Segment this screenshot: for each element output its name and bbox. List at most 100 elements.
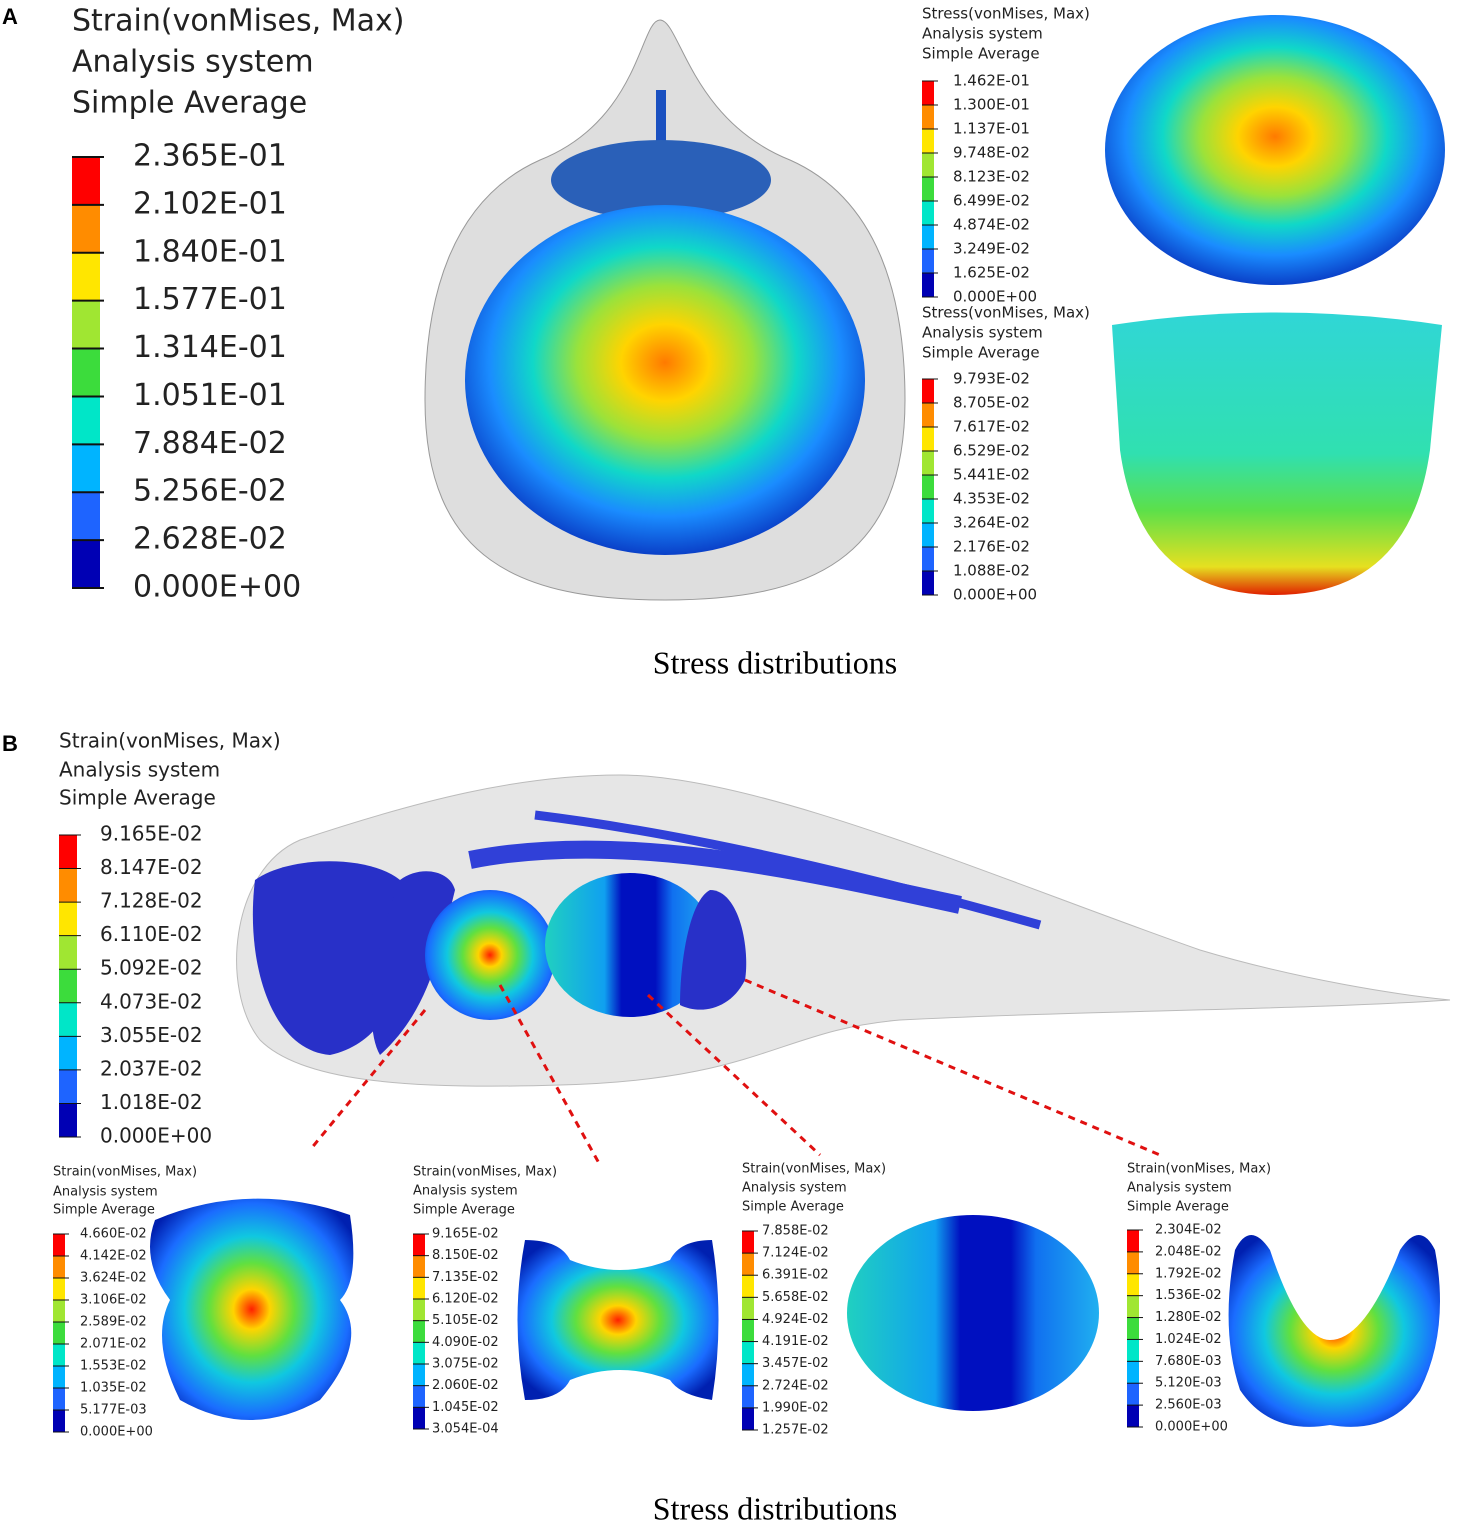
color-band xyxy=(742,1297,754,1320)
legend-label: 5.120E-03 xyxy=(1155,1376,1222,1391)
legend-label: 6.120E-02 xyxy=(432,1292,499,1307)
legend-title: Analysis system xyxy=(59,758,220,782)
color-band xyxy=(922,571,934,596)
legend-label: 7.135E-02 xyxy=(432,1270,499,1285)
color-band xyxy=(72,540,100,589)
color-band xyxy=(1127,1405,1139,1428)
color-band xyxy=(1127,1361,1139,1384)
legend-label: 0.000E+00 xyxy=(100,1124,212,1148)
color-band xyxy=(53,1388,65,1411)
legend-label: 4.191E-02 xyxy=(762,1334,829,1349)
legend-label: 2.628E-02 xyxy=(133,522,287,557)
legend-label: 0.000E+00 xyxy=(1155,1420,1228,1435)
legend-title: Analysis system xyxy=(922,324,1043,342)
legend-label: 6.499E-02 xyxy=(953,192,1030,210)
organ xyxy=(371,871,455,1055)
color-band xyxy=(742,1275,754,1298)
color-band xyxy=(72,492,100,541)
color-band xyxy=(1127,1295,1139,1319)
color-band xyxy=(413,1407,425,1430)
legend-title: Analysis system xyxy=(72,45,314,80)
color-band xyxy=(59,935,77,970)
legend-label: 3.106E-02 xyxy=(80,1293,147,1308)
color-band xyxy=(742,1385,754,1409)
legend-label: 4.090E-02 xyxy=(432,1335,499,1350)
color-band xyxy=(53,1366,65,1389)
color-band xyxy=(922,273,934,298)
color-band xyxy=(413,1299,425,1322)
color-band xyxy=(59,1069,77,1104)
legend-label: 1.035E-02 xyxy=(80,1381,147,1396)
color-band xyxy=(53,1234,65,1257)
legend-label: 8.705E-02 xyxy=(953,394,1030,412)
panel-b: B Stress distributions xyxy=(2,731,1451,1525)
color-band xyxy=(1127,1317,1139,1340)
color-band xyxy=(59,1103,77,1138)
legend-title: Strain(vonMises, Max) xyxy=(59,729,281,753)
legend-label: 1.257E-02 xyxy=(762,1423,829,1438)
legend-title: Analysis system xyxy=(742,1181,847,1196)
color-band xyxy=(922,427,934,452)
color-band xyxy=(53,1322,65,1345)
cap xyxy=(551,140,771,220)
legend-label: 3.264E-02 xyxy=(953,514,1030,532)
legend-label: 1.300E-01 xyxy=(953,96,1030,114)
legend-label: 8.123E-02 xyxy=(953,168,1030,186)
legend-label: 7.680E-03 xyxy=(1155,1354,1222,1369)
legend-label: 1.536E-02 xyxy=(1155,1288,1222,1303)
legend-title: Strain(vonMises, Max) xyxy=(413,1165,557,1180)
color-band xyxy=(922,475,934,500)
color-band xyxy=(1127,1339,1139,1362)
legend-title: Strain(vonMises, Max) xyxy=(53,1165,197,1180)
color-band xyxy=(72,348,100,397)
legend-label: 5.441E-02 xyxy=(953,466,1030,484)
color-band xyxy=(1127,1230,1139,1253)
organ xyxy=(680,890,747,1010)
color-band xyxy=(922,379,934,404)
organ xyxy=(545,873,715,1017)
color-band xyxy=(72,444,100,493)
legend-label: 3.624E-02 xyxy=(80,1271,147,1286)
heatmap xyxy=(1112,312,1442,595)
legend-label: 5.256E-02 xyxy=(133,474,287,509)
color-band xyxy=(922,523,934,548)
legend-label: 1.625E-02 xyxy=(953,264,1030,282)
legend-label: 1.051E-01 xyxy=(133,378,287,413)
legend-label: 2.176E-02 xyxy=(953,538,1030,556)
color-band xyxy=(413,1277,425,1300)
legend-label: 1.137E-01 xyxy=(953,120,1030,138)
legend-label: 7.884E-02 xyxy=(133,426,287,461)
legend-label: 1.088E-02 xyxy=(953,562,1030,580)
heatmap xyxy=(517,1240,719,1400)
legend-title: Simple Average xyxy=(922,344,1040,362)
color-band xyxy=(413,1385,425,1408)
color-band xyxy=(922,81,934,106)
color-band xyxy=(59,902,77,937)
legend-label: 4.353E-02 xyxy=(953,490,1030,508)
legend-label: 5.658E-02 xyxy=(762,1290,829,1305)
legend-label: 1.462E-01 xyxy=(953,72,1030,90)
color-band xyxy=(922,403,934,428)
legend-label: 3.249E-02 xyxy=(953,240,1030,258)
legend-title: Simple Average xyxy=(742,1200,844,1215)
legend-label: 2.071E-02 xyxy=(80,1337,147,1352)
legend-label: 0.000E+00 xyxy=(133,570,301,605)
color-band xyxy=(59,868,77,903)
color-band xyxy=(922,451,934,476)
color-band xyxy=(922,201,934,226)
color-band xyxy=(922,105,934,130)
color-band xyxy=(72,396,100,445)
color-band xyxy=(59,969,77,1004)
legend-title: Simple Average xyxy=(922,45,1040,63)
legend-label: 7.858E-02 xyxy=(762,1224,829,1239)
color-band xyxy=(1127,1251,1139,1275)
legend-label: 8.147E-02 xyxy=(100,855,203,879)
legend-title: Simple Average xyxy=(72,86,307,121)
legend-label: 0.000E+00 xyxy=(953,288,1037,306)
color-band xyxy=(922,153,934,178)
organ xyxy=(425,890,555,1020)
legend-label: 9.748E-02 xyxy=(953,144,1030,162)
legend-label: 3.055E-02 xyxy=(100,1023,203,1047)
legend-label: 4.142E-02 xyxy=(80,1249,147,1264)
